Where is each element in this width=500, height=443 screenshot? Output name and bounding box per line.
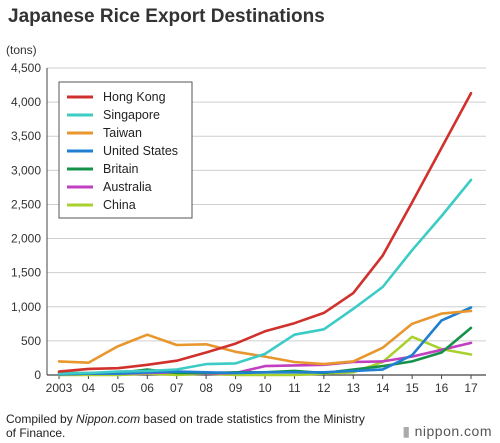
y-tick-label: 500 bbox=[21, 334, 41, 348]
y-tick-label: 4,000 bbox=[11, 95, 41, 109]
y-tick-label: 2,500 bbox=[11, 197, 41, 211]
x-tick-label: 17 bbox=[464, 381, 478, 395]
series-line-australia bbox=[57, 341, 473, 376]
y-tick-label: 0 bbox=[34, 368, 41, 382]
legend-label: Australia bbox=[103, 180, 152, 194]
y-tick-label: 4,500 bbox=[11, 61, 41, 75]
x-tick-label: 05 bbox=[111, 381, 125, 395]
brand-name: nippon.com bbox=[414, 423, 492, 439]
x-tick-label: 11 bbox=[288, 381, 301, 395]
chart-title: Japanese Rice Export Destinations bbox=[8, 6, 325, 27]
x-tick-label: 10 bbox=[258, 381, 272, 395]
x-tick-label: 16 bbox=[435, 381, 449, 395]
x-tick-label: 08 bbox=[199, 381, 213, 395]
legend-label: Britain bbox=[103, 162, 138, 176]
x-tick-label: 14 bbox=[376, 381, 390, 395]
y-tick-label: 2,000 bbox=[11, 232, 41, 246]
y-tick-label: 3,500 bbox=[11, 129, 41, 143]
footnote-suffix: based on trade statistics from the Minis… bbox=[6, 412, 365, 440]
legend-label: Taiwan bbox=[103, 126, 142, 140]
x-tick-label: 13 bbox=[347, 381, 361, 395]
brand-separator: ▮ bbox=[402, 423, 411, 439]
legend-box bbox=[58, 81, 193, 219]
series-line-taiwan bbox=[57, 309, 473, 366]
x-tick-label: 12 bbox=[317, 381, 331, 395]
series-line-singapore bbox=[57, 178, 473, 375]
x-tick-label: 06 bbox=[141, 381, 155, 395]
x-tick-label: 2003 bbox=[46, 381, 73, 395]
legend-label: China bbox=[103, 198, 136, 212]
series-line-hong-kong bbox=[57, 91, 473, 373]
x-tick-label: 04 bbox=[82, 381, 96, 395]
x-tick-label: 07 bbox=[170, 381, 184, 395]
legend-label: Singapore bbox=[103, 108, 160, 122]
legend-label: Hong Kong bbox=[103, 90, 166, 104]
y-tick-label: 3,000 bbox=[11, 163, 41, 177]
legend-label: United States bbox=[103, 144, 178, 158]
y-tick-label: 1,000 bbox=[11, 300, 41, 314]
series-line-united-states bbox=[57, 306, 473, 376]
y-axis-unit-label: (tons) bbox=[6, 43, 37, 57]
source-footnote: Compiled by Nippon.com based on trade st… bbox=[6, 412, 376, 440]
y-tick-label: 1,500 bbox=[11, 266, 41, 280]
x-tick-label: 09 bbox=[229, 381, 243, 395]
footnote-source: Nippon.com bbox=[76, 412, 141, 426]
brand-logo: ▮ nippon.com bbox=[402, 423, 492, 440]
x-tick-label: 15 bbox=[405, 381, 419, 395]
footnote-prefix: Compiled by bbox=[6, 412, 77, 426]
